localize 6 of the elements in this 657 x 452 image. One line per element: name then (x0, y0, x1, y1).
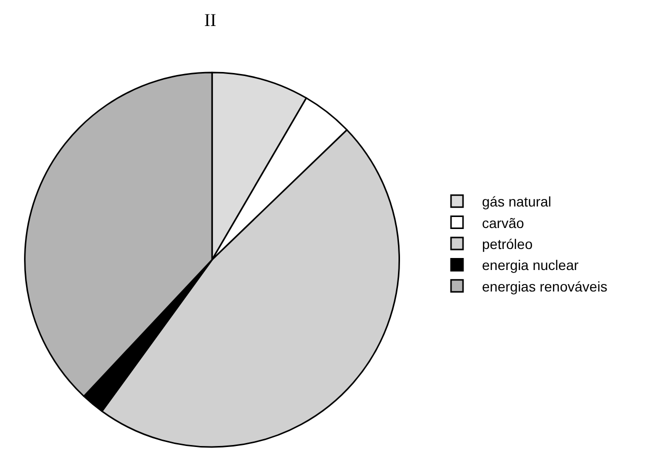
chart-title: II (204, 10, 216, 30)
legend-label: energia nuclear (482, 257, 579, 274)
legend-label: petróleo (482, 236, 533, 252)
legend-label: carvão (482, 214, 524, 231)
legend-label: energias renováveis (482, 278, 608, 294)
legend-label: gás natural (482, 194, 552, 210)
